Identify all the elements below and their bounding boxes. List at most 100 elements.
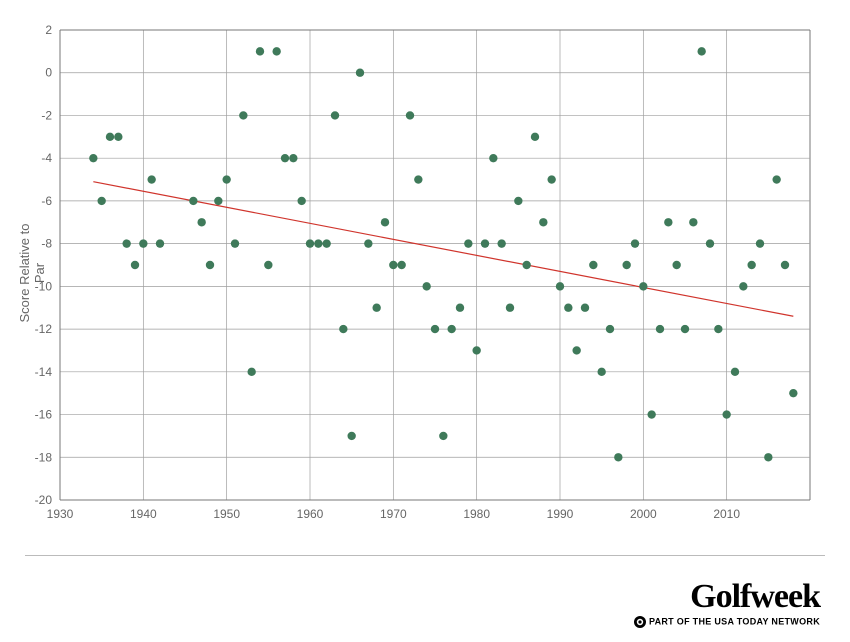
data-point bbox=[581, 304, 589, 312]
scatter-chart: 1930 1940 1950 1960 1970 1980 1990 2000 2010 2 0 -2… bbox=[0, 0, 850, 565]
data-point bbox=[481, 239, 489, 247]
data-point bbox=[347, 432, 355, 440]
data-point bbox=[472, 346, 480, 354]
data-point bbox=[339, 325, 347, 333]
footer-brand: Golfweek PART OF THE USA TODAY NETWORK bbox=[634, 580, 820, 628]
data-point bbox=[256, 47, 264, 55]
y-tick-label: -6 bbox=[41, 194, 52, 208]
data-point bbox=[222, 175, 230, 183]
data-point bbox=[706, 239, 714, 247]
data-point bbox=[106, 133, 114, 141]
y-tick-label: 0 bbox=[45, 66, 52, 80]
data-point bbox=[514, 197, 522, 205]
data-point bbox=[139, 239, 147, 247]
data-point bbox=[572, 346, 580, 354]
data-point bbox=[714, 325, 722, 333]
y-tick-label: 2 bbox=[45, 23, 52, 37]
data-point bbox=[781, 261, 789, 269]
data-point bbox=[297, 197, 305, 205]
x-tick-label: 2000 bbox=[630, 507, 657, 521]
data-point bbox=[506, 304, 514, 312]
data-point bbox=[489, 154, 497, 162]
y-tick-label: -2 bbox=[41, 108, 52, 122]
data-point bbox=[114, 133, 122, 141]
data-point bbox=[681, 325, 689, 333]
data-point bbox=[197, 218, 205, 226]
data-point bbox=[622, 261, 630, 269]
data-point bbox=[447, 325, 455, 333]
data-point bbox=[772, 175, 780, 183]
x-tick-label: 1980 bbox=[463, 507, 490, 521]
data-point bbox=[647, 410, 655, 418]
y-axis-label: Score Relative to Par bbox=[17, 213, 47, 333]
data-point bbox=[564, 304, 572, 312]
data-point bbox=[122, 239, 130, 247]
data-point bbox=[556, 282, 564, 290]
x-tick-label: 1960 bbox=[297, 507, 324, 521]
data-point bbox=[789, 389, 797, 397]
data-point bbox=[289, 154, 297, 162]
data-point bbox=[247, 368, 255, 376]
data-point bbox=[206, 261, 214, 269]
data-point bbox=[547, 175, 555, 183]
data-point bbox=[531, 133, 539, 141]
data-point bbox=[589, 261, 597, 269]
data-point bbox=[539, 218, 547, 226]
data-point bbox=[614, 453, 622, 461]
data-point bbox=[264, 261, 272, 269]
y-tick-label: -20 bbox=[35, 493, 53, 507]
data-point bbox=[631, 239, 639, 247]
data-point bbox=[747, 261, 755, 269]
brand-name: Golfweek bbox=[634, 580, 820, 614]
data-point bbox=[231, 239, 239, 247]
data-point bbox=[739, 282, 747, 290]
data-point bbox=[381, 218, 389, 226]
data-point bbox=[281, 154, 289, 162]
data-point bbox=[672, 261, 680, 269]
data-point bbox=[97, 197, 105, 205]
data-point bbox=[731, 368, 739, 376]
data-point bbox=[322, 239, 330, 247]
data-point bbox=[364, 239, 372, 247]
x-tick-label: 1950 bbox=[213, 507, 240, 521]
brand-tagline-text: PART OF THE USA TODAY NETWORK bbox=[649, 616, 820, 626]
data-point bbox=[156, 239, 164, 247]
data-point bbox=[331, 111, 339, 119]
x-tick-label: 1970 bbox=[380, 507, 407, 521]
data-point bbox=[389, 261, 397, 269]
data-point bbox=[131, 261, 139, 269]
x-tick-label: 1990 bbox=[547, 507, 574, 521]
data-point bbox=[597, 368, 605, 376]
data-point bbox=[422, 282, 430, 290]
x-tick-label: 1930 bbox=[47, 507, 74, 521]
data-point bbox=[239, 111, 247, 119]
footer-divider bbox=[25, 555, 825, 556]
y-tick-label: -18 bbox=[35, 450, 53, 464]
brand-tagline: PART OF THE USA TODAY NETWORK bbox=[634, 616, 820, 628]
data-point bbox=[756, 239, 764, 247]
data-point bbox=[639, 282, 647, 290]
data-point bbox=[431, 325, 439, 333]
data-point bbox=[464, 239, 472, 247]
data-point bbox=[664, 218, 672, 226]
data-point bbox=[764, 453, 772, 461]
data-point bbox=[722, 410, 730, 418]
data-point bbox=[89, 154, 97, 162]
data-point bbox=[456, 304, 464, 312]
data-point bbox=[356, 69, 364, 77]
x-tick-label: 2010 bbox=[713, 507, 740, 521]
data-point bbox=[697, 47, 705, 55]
x-tick-label: 1940 bbox=[130, 507, 157, 521]
data-point bbox=[306, 239, 314, 247]
data-point bbox=[147, 175, 155, 183]
data-point bbox=[689, 218, 697, 226]
y-tick-label: -4 bbox=[41, 151, 52, 165]
data-point bbox=[406, 111, 414, 119]
data-point bbox=[372, 304, 380, 312]
data-point bbox=[439, 432, 447, 440]
data-point bbox=[414, 175, 422, 183]
data-point bbox=[606, 325, 614, 333]
data-point bbox=[272, 47, 280, 55]
data-point bbox=[522, 261, 530, 269]
data-point bbox=[397, 261, 405, 269]
